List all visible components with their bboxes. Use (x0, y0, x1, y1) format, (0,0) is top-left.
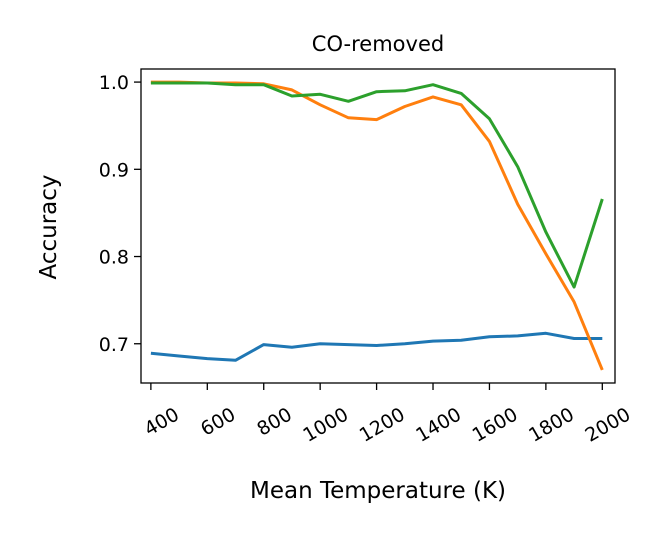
x-tick-label: 400 (141, 403, 183, 440)
x-tick-label: 1000 (299, 403, 352, 446)
y-tick-label: 0.9 (99, 159, 129, 181)
plot-area (150, 80, 604, 371)
x-tick-label: 600 (197, 403, 239, 440)
series-line-3 (150, 81, 604, 289)
x-tick-label: 1400 (412, 403, 465, 446)
y-axis: 0.7 0.8 0.9 1.0 (99, 72, 141, 356)
series-line-1 (150, 331, 603, 362)
x-tick-label: 800 (253, 403, 295, 440)
x-tick-label: 1600 (469, 403, 522, 446)
chart-title: CO-removed (312, 32, 444, 56)
series-line-2 (150, 80, 604, 371)
x-tick-label: 2000 (582, 403, 635, 446)
x-axis: 400 600 800 1000 1200 1400 1600 1800 2000 (141, 383, 635, 447)
y-tick-label: 0.8 (99, 247, 129, 269)
plot-frame (140, 68, 616, 384)
y-axis-title: Accuracy (36, 174, 62, 279)
y-tick-label: 0.7 (99, 334, 129, 356)
y-tick-label: 1.0 (99, 72, 129, 94)
x-tick-label: 1800 (525, 403, 578, 446)
x-axis-title: Mean Temperature (K) (250, 478, 506, 504)
x-tick-label: 1200 (356, 403, 409, 446)
